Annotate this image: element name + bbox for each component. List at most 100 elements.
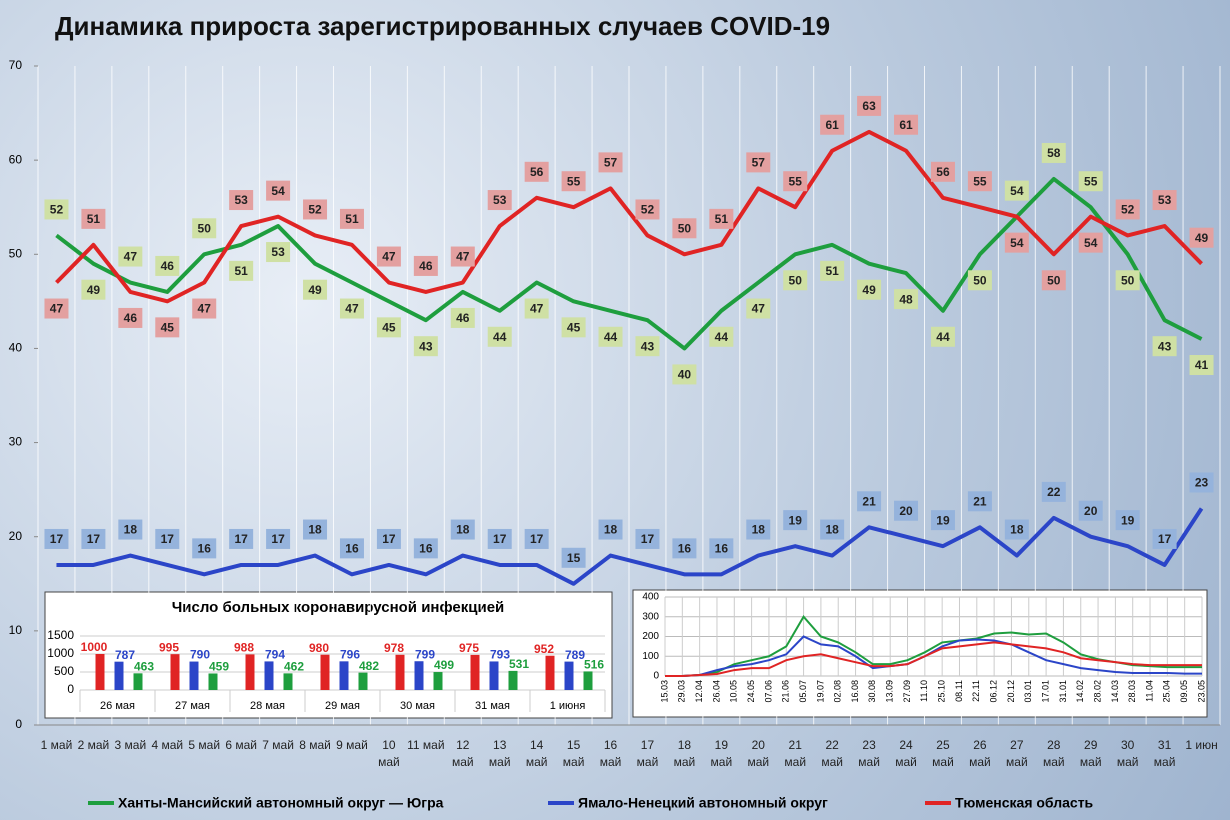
y-tick-label: 60 [9,152,23,166]
value-label-box [229,528,254,549]
value-label: 16 [678,542,692,556]
value-label: 51 [87,212,101,226]
value-label-box [450,307,475,328]
value-label-box [44,528,69,549]
x-tick-label: 22 май [821,738,843,769]
y-tick-label: 10 [9,623,23,637]
value-label: 995 [159,640,179,654]
value-label: 55 [789,174,803,188]
value-label-box [192,218,217,239]
x-tick-label: 15 май [562,738,585,769]
value-label-box [229,190,254,211]
value-label-box [783,171,808,192]
value-label-box [118,519,143,540]
value-label: 17 [234,532,248,546]
bar [414,661,424,690]
x-tick-label: 28 май [1042,738,1065,769]
value-label-box [487,190,512,211]
value-label-box [524,161,549,182]
value-label-box [1115,199,1140,220]
bar [95,654,105,690]
value-label: 46 [456,311,470,325]
value-label: 17 [161,532,175,546]
x-tick-label: 4 май [151,738,184,752]
value-label-box [192,538,217,559]
value-label-box [635,336,660,357]
value-label: 16 [715,542,729,556]
bar [395,654,405,690]
value-label: 61 [825,118,839,132]
x-tick-label: 27 май [1006,738,1028,769]
y-tick-label: 50 [9,246,23,260]
x-tick-label: 17.01 [1040,680,1050,703]
x-tick-label: 14.03 [1110,680,1120,703]
value-label-box [1078,232,1103,253]
value-label: 18 [825,523,839,537]
value-label-box [1152,336,1177,357]
value-label: 19 [1121,513,1135,527]
value-label: 52 [308,203,322,217]
value-label: 531 [509,657,529,671]
value-label: 47 [198,302,212,316]
value-label: 55 [1084,174,1098,188]
value-label: 51 [715,212,729,226]
value-label-box [1004,180,1029,201]
value-label-box [746,152,771,173]
value-label-box [598,326,623,347]
y-tick-label: 200 [642,631,659,642]
value-label: 18 [752,523,766,537]
value-label: 463 [134,660,154,674]
value-label: 46 [161,259,175,273]
value-label: 52 [50,203,64,217]
value-label-box [1189,355,1214,376]
value-label-box [894,500,919,521]
value-label-box [746,519,771,540]
line [665,641,1202,677]
value-label: 49 [308,283,322,297]
value-label: 49 [87,283,101,297]
value-label-box [413,538,438,559]
value-label: 790 [190,648,210,662]
value-label: 20 [899,504,913,518]
x-tick-label: 26 май [969,738,991,769]
x-tick-label: 1 июн [1185,738,1218,752]
x-tick-label: 11 май [407,738,445,752]
x-tick-label: 20.12 [1006,680,1016,703]
value-label: 16 [419,542,433,556]
x-tick-label: 18 май [673,738,696,769]
y-tick-label: 1500 [47,628,74,642]
value-label: 44 [604,330,618,344]
value-label-box [857,491,882,512]
value-label-box [81,208,106,229]
value-label-box [930,161,955,182]
value-label-box [155,255,180,276]
value-label-box [561,171,586,192]
bar [433,672,443,690]
x-tick-label: 25.04 [1162,680,1172,703]
value-label: 21 [973,494,987,508]
x-tick-label: 12 май [451,738,474,769]
x-tick-label: 21 май [784,738,807,769]
y-tick-label: 70 [9,58,23,72]
x-tick-label: 23 май [858,738,880,769]
value-label-box [820,519,845,540]
value-label: 50 [973,273,987,287]
value-label: 482 [359,659,379,673]
value-label: 51 [234,264,248,278]
value-label-box [783,270,808,291]
x-tick-label: 23.05 [1196,680,1206,703]
value-label-box [894,289,919,310]
y-tick-label: 1000 [47,646,74,660]
value-label-box [1152,190,1177,211]
y-tick-label: 0 [15,717,22,731]
value-label: 43 [419,339,433,353]
x-tick-label: 25.10 [937,680,947,703]
value-label: 47 [752,302,766,316]
x-tick-label: 10.05 [729,680,739,703]
x-tick-label: 21.06 [781,680,791,703]
value-label-box [339,538,364,559]
value-label: 56 [530,165,544,179]
value-label-box [229,260,254,281]
value-label-box [266,242,291,263]
